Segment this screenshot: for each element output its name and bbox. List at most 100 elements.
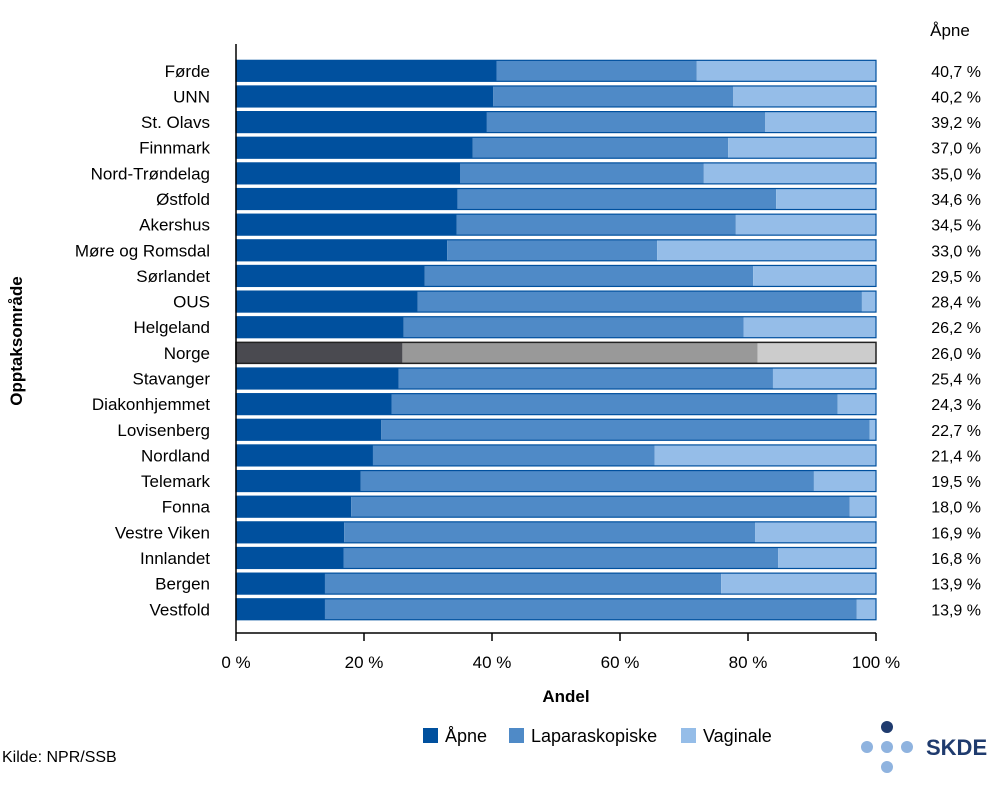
bar-åpne-8 [236, 265, 425, 287]
value-label: 28,4 % [931, 295, 981, 312]
x-tick-label: 40 % [473, 653, 512, 672]
bar-åpne-5 [236, 188, 458, 210]
category-label: OUS [173, 293, 210, 312]
bar-laparaskopiske-11 [402, 342, 758, 364]
legend-swatch-åpne [423, 728, 438, 743]
value-label: 21,4 % [931, 448, 981, 465]
value-label: 34,6 % [931, 192, 981, 209]
bars-group [235, 59, 877, 621]
value-label: 16,8 % [931, 551, 981, 568]
category-label: Telemark [141, 472, 210, 491]
value-label: 26,2 % [931, 320, 981, 337]
bar-vaginale-2 [765, 111, 876, 133]
value-label: 35,0 % [931, 166, 981, 183]
x-tick-label: 80 % [729, 653, 768, 672]
bar-laparaskopiske-2 [486, 111, 766, 133]
bar-laparaskopiske-5 [457, 188, 777, 210]
category-label: Bergen [155, 575, 210, 594]
bar-laparaskopiske-7 [447, 239, 658, 261]
bar-laparaskopiske-19 [343, 547, 779, 569]
skde-logo: SKDE [861, 721, 987, 773]
bar-vaginale-13 [837, 393, 876, 415]
legend: Åpne Laparaskopiske Vaginale [423, 726, 772, 746]
category-labels: Førde UNN St. Olavs Finnmark Nord-Trøndelag Ø… [75, 62, 211, 619]
category-label: Møre og Romsdal [75, 241, 210, 260]
bar-vaginale-4 [703, 162, 876, 184]
value-label: 40,2 % [931, 89, 981, 106]
legend-label-laparaskopiske: Laparaskopiske [531, 726, 657, 746]
bar-vaginale-8 [753, 265, 876, 287]
value-labels: 40,7 % 40,2 % 39,2 % 37,0 % 35,0 % 34,6 % 34,5… [931, 64, 981, 619]
bar-laparaskopiske-9 [417, 291, 862, 313]
bar-åpne-11 [236, 342, 403, 364]
value-label: 25,4 % [931, 372, 981, 389]
bar-åpne-21 [236, 598, 325, 620]
category-label: Helgeland [133, 318, 210, 337]
bar-åpne-9 [236, 291, 418, 313]
bar-vaginale-9 [861, 291, 876, 313]
legend-label-vaginale: Vaginale [703, 726, 772, 746]
value-label: 37,0 % [931, 141, 981, 158]
bar-åpne-0 [236, 60, 497, 82]
category-label: Diakonhjemmet [92, 395, 210, 414]
bar-laparaskopiske-10 [403, 316, 744, 338]
legend-swatch-vaginale [681, 728, 696, 743]
x-tick-label: 20 % [345, 653, 384, 672]
logo-text: SKDE [926, 735, 987, 760]
bar-vaginale-20 [721, 573, 876, 595]
category-label: Innlandet [140, 549, 210, 568]
bar-laparaskopiske-18 [344, 521, 756, 543]
x-tick-label: 60 % [601, 653, 640, 672]
value-label: 16,9 % [931, 525, 981, 542]
value-label: 18,0 % [931, 500, 981, 517]
bar-åpne-3 [236, 137, 473, 159]
bar-vaginale-6 [735, 214, 876, 236]
value-label: 40,7 % [931, 64, 981, 81]
logo-dots-icon [861, 721, 913, 773]
bar-laparaskopiske-20 [324, 573, 722, 595]
value-label: 19,5 % [931, 474, 981, 491]
category-label: Sørlandet [136, 267, 210, 286]
value-label: 24,3 % [931, 397, 981, 414]
category-label: Nord-Trøndelag [91, 164, 210, 183]
bar-åpne-2 [236, 111, 487, 133]
category-label: St. Olavs [141, 113, 210, 132]
bar-vaginale-12 [772, 368, 876, 389]
bar-laparaskopiske-15 [372, 444, 655, 466]
bar-vaginale-18 [755, 521, 876, 543]
value-label: 29,5 % [931, 269, 981, 286]
bar-laparaskopiske-8 [424, 265, 754, 287]
x-axis-title: Andel [542, 687, 589, 706]
bar-vaginale-14 [869, 419, 876, 441]
category-label: Finnmark [139, 139, 210, 158]
category-label: Fonna [162, 498, 211, 517]
bar-laparaskopiske-13 [391, 393, 838, 415]
bar-åpne-16 [236, 470, 361, 492]
bar-vaginale-0 [696, 60, 876, 82]
category-label: Østfold [156, 190, 210, 209]
bar-åpne-14 [236, 419, 382, 441]
bar-åpne-10 [236, 316, 404, 338]
category-label: Vestre Viken [115, 523, 210, 542]
category-label: Norge [164, 344, 210, 363]
bar-laparaskopiske-3 [472, 137, 729, 159]
x-tick-label: 0 % [221, 653, 250, 672]
bar-vaginale-5 [776, 188, 876, 210]
bar-åpne-7 [236, 239, 448, 261]
category-label: Nordland [141, 446, 210, 465]
bar-laparaskopiske-4 [460, 162, 704, 184]
bar-laparaskopiske-1 [493, 85, 734, 107]
bar-laparaskopiske-0 [496, 60, 697, 82]
bar-åpne-1 [236, 85, 494, 107]
bar-vaginale-1 [733, 85, 876, 107]
bar-vaginale-10 [743, 316, 876, 338]
category-label: Akershus [139, 216, 210, 235]
value-label: 13,9 % [931, 602, 981, 619]
legend-label-åpne: Åpne [445, 726, 487, 746]
y-axis-title: Opptaksområde [7, 276, 26, 405]
value-label: 22,7 % [931, 423, 981, 440]
bar-åpne-20 [236, 573, 325, 595]
bar-laparaskopiske-16 [360, 470, 814, 492]
bar-åpne-15 [236, 444, 373, 466]
